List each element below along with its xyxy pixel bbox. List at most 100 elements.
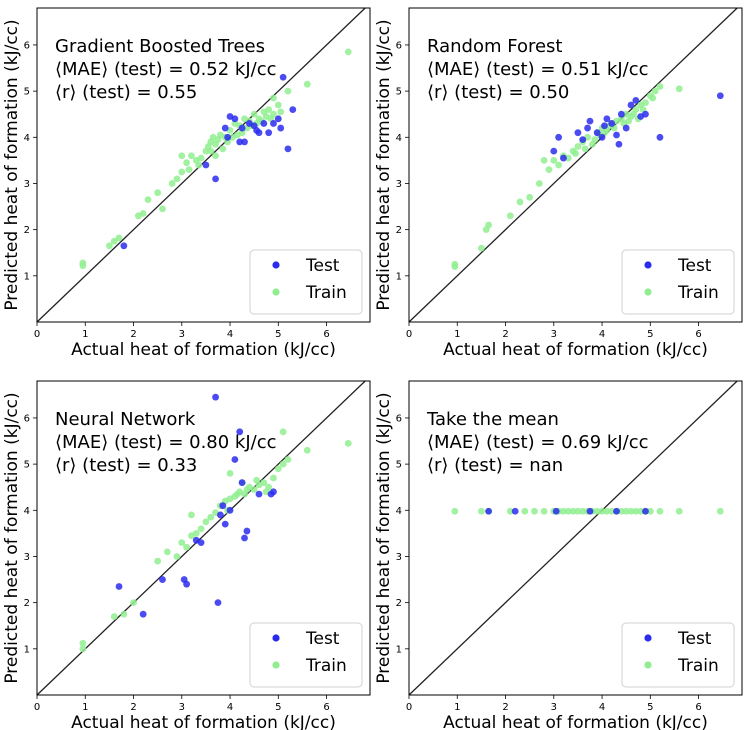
train-point [163, 548, 171, 556]
test-point [485, 507, 493, 515]
legend-label-train: Train [305, 656, 347, 676]
train-point [197, 154, 205, 162]
legend-label-train: Train [677, 283, 719, 303]
model-title: Gradient Boosted Trees [55, 36, 265, 57]
train-point [188, 152, 195, 160]
mae-annotation: ⟨MAE⟩ (test) = 0.52 kJ/cc [55, 59, 277, 80]
mae-annotation: ⟨MAE⟩ (test) = 0.80 kJ/cc [55, 432, 277, 453]
train-point [608, 507, 616, 515]
test-point [284, 145, 292, 153]
legend-label-test: Test [305, 629, 340, 649]
y-tick-label: 2 [396, 598, 402, 609]
train-point [572, 150, 579, 157]
train-point [625, 117, 632, 125]
train-point [550, 156, 558, 164]
x-tick-label: 6 [323, 702, 329, 713]
test-point [511, 507, 519, 515]
train-point [506, 212, 514, 220]
test-point [579, 136, 587, 144]
train-point [192, 529, 200, 537]
train-point [219, 145, 227, 153]
train-point [274, 465, 282, 473]
train-point [564, 154, 572, 162]
test-point [601, 122, 608, 130]
train-point [649, 94, 657, 102]
test-point [279, 73, 287, 81]
train-point [195, 161, 203, 169]
train-point [183, 543, 191, 551]
train-point [593, 507, 601, 515]
legend-marker-test [272, 261, 280, 269]
x-tick-label: 1 [454, 702, 460, 713]
test-point [260, 120, 268, 127]
test-point [716, 92, 724, 100]
y-tick-label: 6 [396, 413, 402, 424]
y-tick-label: 6 [24, 413, 30, 424]
x-tick-label: 4 [227, 329, 233, 340]
x-tick-label: 1 [82, 329, 88, 340]
train-point [173, 175, 181, 183]
test-point [221, 520, 229, 528]
train-point [526, 193, 534, 201]
test-point [139, 610, 147, 618]
test-point [277, 124, 285, 132]
train-point [598, 507, 606, 515]
train-point [250, 486, 258, 493]
train-point [178, 539, 186, 547]
test-point [613, 507, 620, 515]
plot-frame [408, 380, 743, 696]
legend-label-test: Test [677, 629, 712, 649]
test-point [613, 131, 620, 139]
train-point [79, 639, 87, 647]
model-title: Take the mean [426, 409, 559, 430]
train-point [265, 106, 273, 113]
y-tick-label: 2 [396, 225, 402, 236]
train-point [277, 108, 285, 116]
train-point [451, 260, 459, 268]
y-tick-label: 2 [24, 598, 30, 609]
test-point [238, 124, 246, 132]
legend-marker-train [272, 288, 280, 296]
train-point [516, 198, 524, 206]
train-point [178, 152, 186, 160]
x-axis-label: Actual heat of formation (kJ/cc) [71, 713, 336, 730]
train-point [344, 48, 352, 56]
train-point [675, 85, 683, 93]
train-point [627, 507, 635, 515]
x-tick-label: 1 [454, 329, 460, 340]
test-point [270, 120, 277, 127]
train-point [617, 507, 625, 515]
train-point [110, 237, 118, 245]
train-point [564, 507, 572, 515]
train-point [303, 446, 311, 454]
train-point [185, 166, 193, 174]
train-point [637, 507, 645, 515]
y-tick-label: 5 [396, 460, 402, 471]
chart-panel-2: 0 1 2 3 4 5 6 1 2 3 4 5 6 Neural Network⟨MAE⟩ (test) … [2, 380, 371, 730]
test-point [289, 106, 297, 113]
test-point [555, 133, 563, 141]
train-point [159, 205, 166, 213]
x-axis-label: Actual heat of formation (kJ/cc) [443, 713, 708, 730]
y-axis-label: Predicted heat of formation (kJ/cc) [374, 19, 394, 310]
x-tick-label: 0 [34, 329, 40, 340]
test-point [241, 534, 248, 542]
train-point [120, 610, 128, 618]
train-point [279, 428, 287, 436]
train-point [569, 507, 577, 515]
train-point [207, 147, 215, 155]
train-point [531, 507, 538, 515]
test-point [586, 117, 594, 125]
plot-frame [408, 7, 743, 323]
x-tick-label: 0 [34, 702, 40, 713]
test-point [550, 147, 558, 155]
train-point [188, 511, 195, 519]
x-tick-label: 3 [551, 329, 557, 340]
train-point [243, 486, 251, 493]
x-tick-label: 5 [647, 702, 653, 713]
y-tick-label: 4 [24, 506, 30, 517]
legend-label-train: Train [305, 283, 347, 303]
y-tick-label: 3 [396, 179, 402, 190]
identity-line [36, 380, 366, 696]
